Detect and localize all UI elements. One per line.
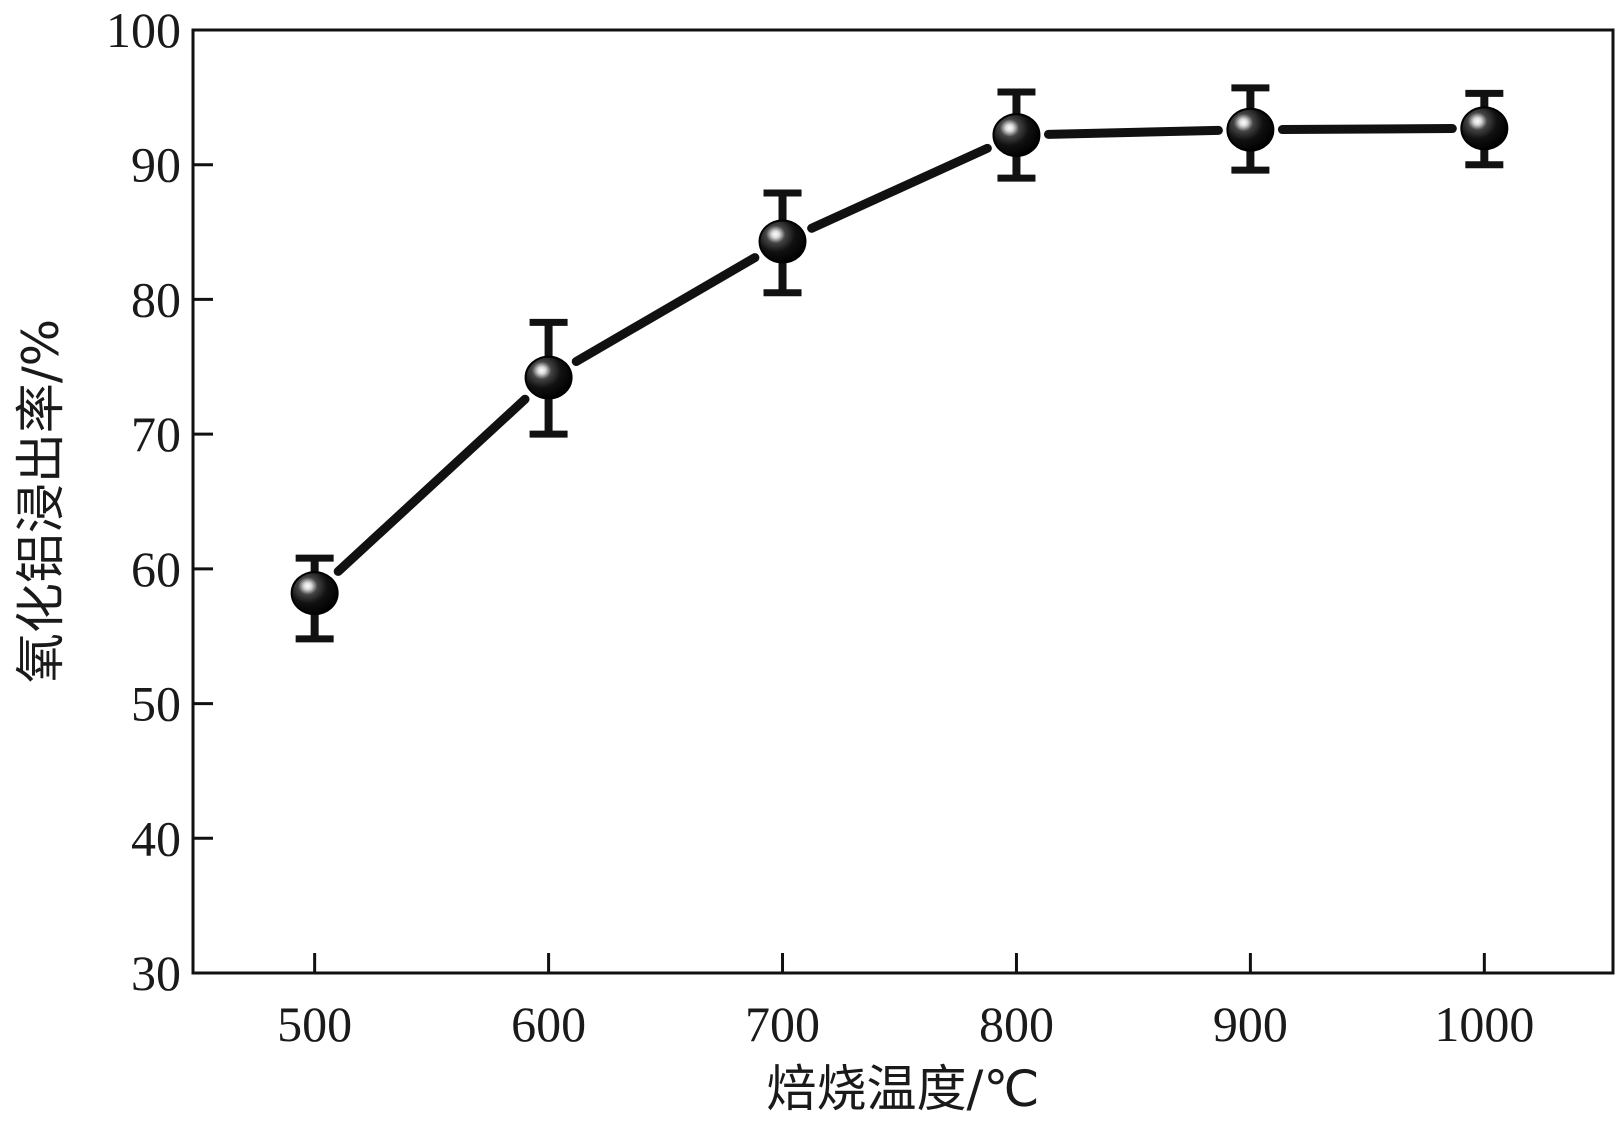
data-point [758, 219, 807, 264]
y-tick-label: 90 [131, 137, 181, 193]
series-layer [290, 84, 1509, 643]
data-point [1460, 106, 1509, 151]
series-line-segment [1277, 124, 1457, 135]
series-line-segment [333, 394, 530, 576]
x-tick-label: 600 [511, 996, 586, 1052]
series-line-segment [807, 143, 992, 233]
data-point [992, 113, 1041, 158]
y-tick-label: 70 [131, 406, 181, 462]
x-tick-label: 900 [1213, 996, 1288, 1052]
y-tick-label: 100 [106, 2, 181, 58]
series-line-segment [1043, 125, 1223, 139]
x-tick-label: 500 [277, 996, 352, 1052]
data-point [524, 355, 573, 400]
y-tick-label: 50 [131, 676, 181, 732]
x-tick-label: 800 [979, 996, 1054, 1052]
y-tick-label: 30 [131, 945, 181, 1001]
data-point [290, 571, 339, 616]
y-axis-ticks: 30 40 50 60 70 80 90 100 [106, 2, 213, 1001]
x-axis-ticks: 500 600 700 800 900 1000 [277, 953, 1534, 1052]
x-tick-label: 700 [745, 996, 820, 1052]
plot-frame [191, 28, 1615, 975]
y-tick-label: 80 [131, 271, 181, 327]
y-tick-label: 40 [131, 810, 181, 866]
series-line-segment [571, 253, 760, 366]
x-axis-title: 焙烧温度/℃ [767, 1060, 1040, 1118]
y-tick-label: 60 [131, 541, 181, 597]
data-point [1226, 107, 1275, 152]
y-axis-title: 氧化铝浸出率/% [12, 319, 70, 683]
x-tick-label: 1000 [1434, 996, 1534, 1052]
